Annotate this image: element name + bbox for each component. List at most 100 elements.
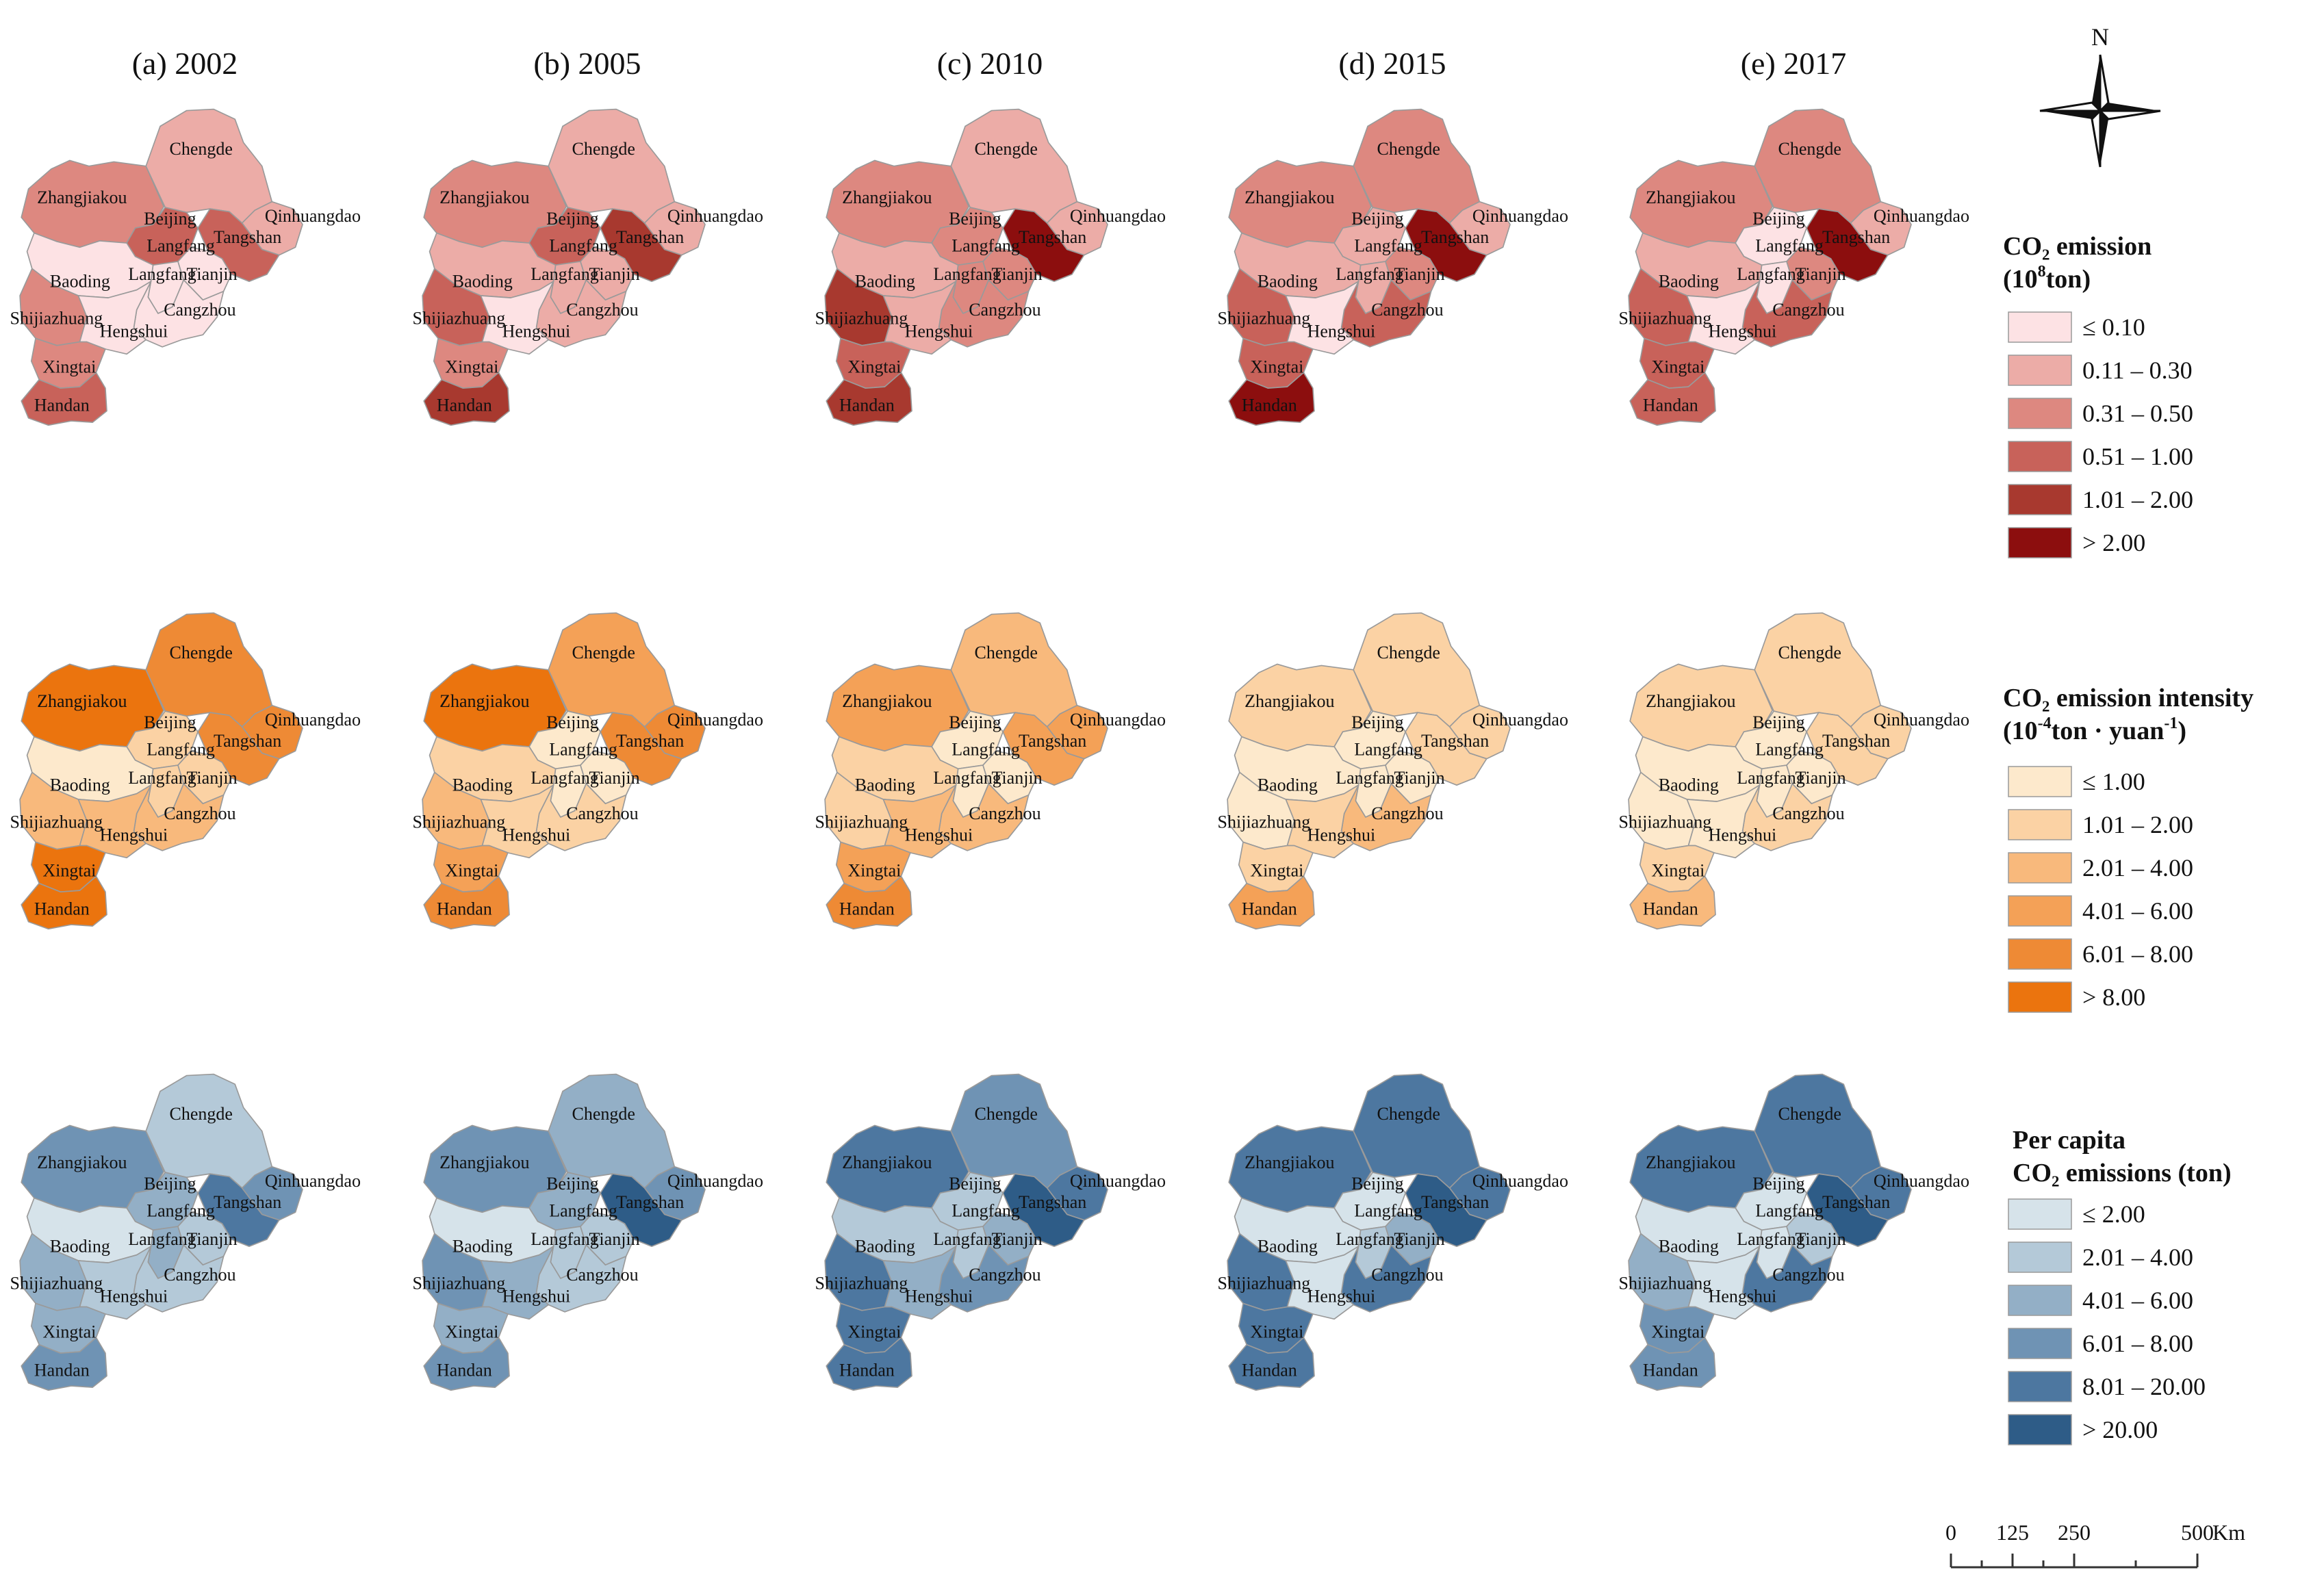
legend-emission-label-0: ≤ 0.10 bbox=[2082, 313, 2145, 341]
label-xingtai: Xingtai bbox=[847, 357, 901, 376]
label-hengshui: Hengshui bbox=[905, 825, 973, 845]
label-handan: Handan bbox=[437, 1360, 492, 1380]
label-chengde: Chengde bbox=[170, 139, 233, 159]
label-zhangjiakou: Zhangjiakou bbox=[1244, 188, 1334, 207]
label-zhangjiakou: Zhangjiakou bbox=[1646, 188, 1735, 207]
label-handan: Handan bbox=[34, 1360, 90, 1380]
label-langfang-south: Langfang bbox=[1336, 768, 1404, 788]
region-handan bbox=[423, 372, 510, 426]
label-hengshui: Hengshui bbox=[1307, 1286, 1376, 1306]
label-zhangjiakou: Zhangjiakou bbox=[1646, 1153, 1735, 1172]
label-handan: Handan bbox=[1242, 899, 1297, 918]
label-shijiazhuang: Shijiazhuang bbox=[10, 1274, 103, 1293]
label-zhangjiakou: Zhangjiakou bbox=[439, 188, 529, 207]
label-tianjin: Tianjin bbox=[1394, 1229, 1444, 1249]
label-cangzhou: Cangzhou bbox=[566, 803, 638, 823]
label-tianjin: Tianjin bbox=[186, 1229, 237, 1249]
label-tangshan: Tangshan bbox=[214, 1192, 281, 1212]
legend-intensity-swatch-5 bbox=[2008, 981, 2072, 1013]
label-chengde: Chengde bbox=[572, 139, 635, 159]
label-handan: Handan bbox=[1242, 1360, 1297, 1380]
region-chengde bbox=[950, 108, 1078, 224]
legend-intensity-swatch-1 bbox=[2008, 809, 2072, 840]
region-chengde bbox=[950, 612, 1078, 728]
legend-intensity-label-5: > 8.00 bbox=[2082, 983, 2145, 1011]
label-hengshui: Hengshui bbox=[905, 1286, 973, 1306]
region-chengde bbox=[950, 1073, 1078, 1189]
region-chengde bbox=[548, 1073, 676, 1189]
label-beijing: Beijing bbox=[1351, 712, 1404, 732]
legend-emission-swatch-2 bbox=[2008, 398, 2072, 429]
label-tangshan: Tangshan bbox=[214, 731, 281, 751]
label-langfang: Langfang bbox=[146, 740, 215, 760]
region-handan bbox=[826, 1337, 912, 1391]
map-percapita-3: Zhangjiakou Chengde Beijing Langfang Qinhuan… bbox=[1218, 1073, 1568, 1391]
label-xingtai: Xingtai bbox=[847, 1322, 901, 1341]
region-chengde bbox=[1353, 1073, 1481, 1189]
label-handan: Handan bbox=[34, 395, 90, 415]
map-intensity-2: Zhangjiakou Chengde Beijing Langfang Qinhuan… bbox=[815, 612, 1166, 930]
label-hengshui: Hengshui bbox=[502, 825, 571, 845]
region-chengde bbox=[1754, 1073, 1882, 1189]
label-beijing: Beijing bbox=[949, 209, 1001, 229]
label-shijiazhuang: Shijiazhuang bbox=[413, 309, 506, 329]
legend-intensity-swatch-3 bbox=[2008, 895, 2072, 927]
label-tangshan: Tangshan bbox=[1019, 227, 1086, 247]
legend-emission-label-2: 0.31 – 0.50 bbox=[2082, 400, 2193, 427]
label-hengshui: Hengshui bbox=[100, 321, 168, 341]
panel-title-2002: (a) 2002 bbox=[132, 46, 238, 81]
region-handan bbox=[1228, 372, 1315, 426]
label-langfang: Langfang bbox=[1354, 740, 1422, 760]
label-baoding: Baoding bbox=[1257, 1237, 1318, 1257]
map-percapita-1: Zhangjiakou Chengde Beijing Langfang Qinhuan… bbox=[413, 1073, 763, 1391]
legend-intensity-label-4: 6.01 – 8.00 bbox=[2082, 940, 2193, 968]
label-zhangjiakou: Zhangjiakou bbox=[1244, 691, 1334, 711]
legend-emission-label-3: 0.51 – 1.00 bbox=[2082, 443, 2193, 470]
label-chengde: Chengde bbox=[170, 1104, 233, 1124]
label-baoding: Baoding bbox=[1257, 775, 1318, 795]
label-shijiazhuang: Shijiazhuang bbox=[815, 309, 908, 329]
region-handan bbox=[826, 875, 912, 930]
label-zhangjiakou: Zhangjiakou bbox=[842, 691, 932, 711]
label-xingtai: Xingtai bbox=[42, 1322, 96, 1341]
label-shijiazhuang: Shijiazhuang bbox=[1218, 1274, 1311, 1293]
label-zhangjiakou: Zhangjiakou bbox=[439, 691, 529, 711]
label-baoding: Baoding bbox=[50, 1237, 110, 1257]
label-chengde: Chengde bbox=[1778, 643, 1841, 662]
label-zhangjiakou: Zhangjiakou bbox=[842, 1153, 932, 1172]
label-handan: Handan bbox=[839, 395, 895, 415]
region-handan bbox=[1629, 1337, 1716, 1391]
label-cangzhou: Cangzhou bbox=[969, 1265, 1040, 1285]
label-handan: Handan bbox=[839, 899, 895, 918]
label-langfang-south: Langfang bbox=[128, 1229, 196, 1249]
region-chengde bbox=[1754, 108, 1882, 224]
region-hengshui bbox=[480, 784, 554, 859]
label-chengde: Chengde bbox=[1377, 643, 1440, 662]
panel-title-2005: (b) 2005 bbox=[533, 46, 641, 81]
label-cangzhou: Cangzhou bbox=[1371, 803, 1443, 823]
label-langfang-south: Langfang bbox=[128, 768, 196, 788]
label-tangshan: Tangshan bbox=[616, 731, 684, 751]
region-handan bbox=[826, 372, 912, 426]
legend-intensity-label-1: 1.01 – 2.00 bbox=[2082, 811, 2193, 838]
label-xingtai: Xingtai bbox=[445, 357, 498, 376]
label-zhangjiakou: Zhangjiakou bbox=[37, 188, 127, 207]
region-handan bbox=[1228, 875, 1315, 930]
region-chengde bbox=[145, 108, 273, 224]
label-baoding: Baoding bbox=[50, 775, 110, 795]
legend-percapita-label-0: ≤ 2.00 bbox=[2082, 1200, 2145, 1228]
region-chengde bbox=[1353, 612, 1481, 728]
label-xingtai: Xingtai bbox=[1250, 357, 1303, 376]
label-beijing: Beijing bbox=[546, 712, 599, 732]
legend-percapita-label-5: > 20.00 bbox=[2082, 1416, 2158, 1443]
legend-intensity-swatch-4 bbox=[2008, 938, 2072, 970]
label-tangshan: Tangshan bbox=[616, 227, 684, 247]
map-intensity-3: Zhangjiakou Chengde Beijing Langfang Qinhuan… bbox=[1218, 612, 1568, 930]
legend-intensity-swatch-0 bbox=[2008, 766, 2072, 797]
label-shijiazhuang: Shijiazhuang bbox=[815, 1274, 908, 1293]
label-chengde: Chengde bbox=[572, 643, 635, 662]
label-qinhuangdao: Qinhuangdao bbox=[1070, 1171, 1166, 1191]
region-hengshui bbox=[882, 1246, 957, 1320]
label-langfang-south: Langfang bbox=[1737, 768, 1805, 788]
label-langfang: Langfang bbox=[549, 236, 617, 256]
